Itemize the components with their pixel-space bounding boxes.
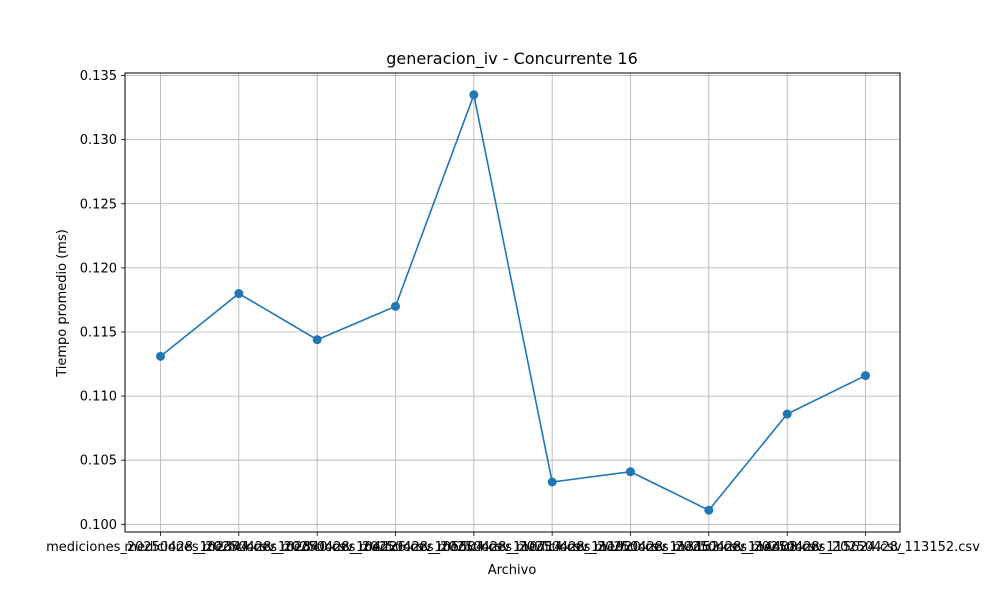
y-tick-label: 0.105 — [80, 454, 117, 469]
grid-layer — [125, 73, 900, 532]
x-tick-label: mediciones_20250428_105504.csv — [281, 540, 510, 555]
y-ticks: 0.100 0.105 0.110 0.115 0.120 0.125 0.130 0.135 — [80, 69, 125, 533]
series-line — [159, 91, 866, 512]
data-point — [626, 467, 635, 477]
y-tick-label: 0.120 — [80, 261, 117, 276]
data-point — [391, 301, 400, 311]
data-point — [156, 351, 165, 361]
x-tick-label: mediciones_20250428_102344.csv — [46, 540, 275, 555]
x-tick-label: mediciones_20250428_111920.csv — [438, 540, 667, 555]
y-tick-label: 0.125 — [80, 197, 117, 212]
x-axis-label: Archivo — [488, 563, 537, 578]
x-tick-label: mediciones_20250428_102840.csv — [124, 540, 353, 555]
data-point — [861, 371, 870, 381]
x-tick-label: mediciones_20250428_113152.csv — [516, 540, 745, 555]
y-tick-label: 0.110 — [80, 390, 117, 405]
x-tick-label: mediciones_20250428_113152.csv — [751, 540, 980, 555]
x-tick-label: mediciones_20250428_104226.csv — [203, 540, 432, 555]
data-point — [312, 335, 322, 345]
data-points — [156, 90, 870, 515]
data-point — [782, 409, 792, 419]
data-point — [704, 505, 714, 515]
x-tick-label: mediciones_20250428_110714.csv — [359, 540, 588, 555]
y-tick-label: 0.135 — [80, 69, 117, 84]
y-tick-label: 0.115 — [80, 325, 117, 340]
x-tick-label: mediciones_20250428_114408.csv — [594, 540, 823, 555]
data-point — [547, 477, 557, 487]
data-point — [234, 289, 244, 299]
axes-frame — [124, 72, 901, 533]
x-tick-label: mediciones_20250428_115624.csv — [673, 540, 902, 555]
y-tick-label: 0.100 — [80, 518, 117, 533]
x-ticks: mediciones_20250428_102344.csvmediciones… — [46, 532, 980, 555]
data-point — [469, 90, 479, 100]
y-tick-label: 0.130 — [80, 133, 117, 148]
chart-title: generacion_iv - Concurrente 16 — [386, 49, 638, 69]
y-axis-label: Tiempo promedio (ms) — [55, 229, 70, 378]
series-line-layer — [159, 91, 866, 512]
